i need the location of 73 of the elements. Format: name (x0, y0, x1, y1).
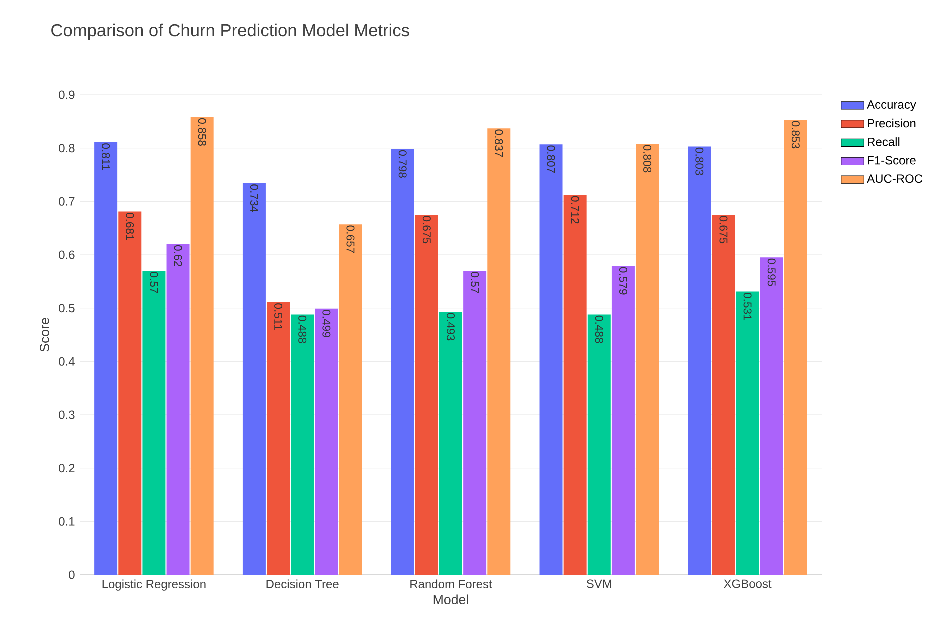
bar (760, 258, 784, 575)
x-tick-label: Logistic Regression (102, 580, 206, 591)
legend-label: F1-Score (868, 156, 916, 165)
legend-label: AUC-ROC (867, 174, 923, 184)
data-label: 0.531 (744, 292, 752, 320)
x-axis-title: Model (434, 594, 468, 605)
bar (784, 120, 808, 575)
legend-label: Accuracy (867, 100, 916, 112)
data-label: 0.808 (644, 145, 652, 173)
data-label: 0.858 (198, 118, 206, 146)
bar (464, 271, 487, 575)
bar (242, 184, 266, 575)
data-label: 0.675 (720, 216, 728, 244)
bar (315, 308, 338, 575)
data-label: 0.811 (102, 144, 110, 170)
x-tick-label: XGBoost (724, 580, 772, 588)
data-label: 0.681 (126, 212, 134, 240)
data-label: 0.511 (274, 304, 283, 330)
bar (488, 128, 511, 575)
bar (440, 312, 462, 575)
y-tick-label: 0.4 (59, 357, 75, 366)
data-label: 0.57 (471, 272, 480, 294)
x-tick-label: Random Forest (410, 580, 492, 589)
chart-title: Comparison of Churn Prediction Model Metrics (52, 24, 410, 40)
bar (564, 195, 587, 575)
bar (688, 146, 712, 575)
legend-label: Recall (868, 138, 900, 146)
data-label: 0.488 (298, 316, 307, 344)
y-axis-title: Score (40, 318, 50, 352)
legend-label: Precision (868, 118, 916, 128)
bar (142, 271, 166, 575)
data-label: 0.837 (495, 130, 504, 158)
data-label: 0.803 (696, 148, 704, 176)
bar (540, 144, 563, 575)
bar (636, 144, 660, 575)
bar (712, 215, 736, 575)
bar (291, 314, 314, 575)
data-label: 0.62 (174, 245, 182, 267)
bar (612, 266, 635, 575)
y-tick-label: 0.9 (59, 90, 75, 100)
bar (118, 212, 142, 575)
y-tick-label: 0.6 (59, 250, 75, 260)
data-label: 0.807 (547, 146, 556, 174)
y-tick-label: 0.1 (59, 517, 75, 526)
bar (94, 142, 118, 575)
bar (391, 149, 414, 575)
bar (736, 292, 760, 575)
bar (267, 302, 290, 575)
y-tick-label: 0 (69, 570, 75, 580)
data-label: 0.853 (792, 121, 800, 149)
x-tick-label: Decision Tree (266, 580, 339, 589)
bar (166, 244, 190, 575)
data-label: 0.57 (150, 272, 158, 294)
bar (415, 215, 438, 575)
y-tick-label: 0.5 (59, 304, 75, 313)
data-label: 0.493 (446, 313, 456, 341)
y-tick-label: 0.8 (59, 144, 75, 153)
bar (190, 117, 214, 575)
bar (339, 224, 362, 575)
data-label: 0.712 (571, 196, 580, 224)
data-label: 0.675 (422, 216, 431, 244)
x-tick-label: SVM (586, 580, 612, 588)
y-tick-label: 0.2 (59, 464, 75, 473)
y-tick-label: 0.7 (59, 197, 75, 206)
data-label: 0.595 (768, 258, 776, 286)
data-label: 0.657 (346, 226, 355, 254)
data-label: 0.579 (619, 267, 628, 295)
data-label: 0.499 (322, 310, 331, 338)
y-tick-label: 0.3 (59, 410, 75, 420)
data-label: 0.488 (595, 316, 604, 344)
data-label: 0.734 (250, 184, 258, 212)
data-label: 0.798 (398, 150, 407, 178)
bar (588, 314, 611, 575)
